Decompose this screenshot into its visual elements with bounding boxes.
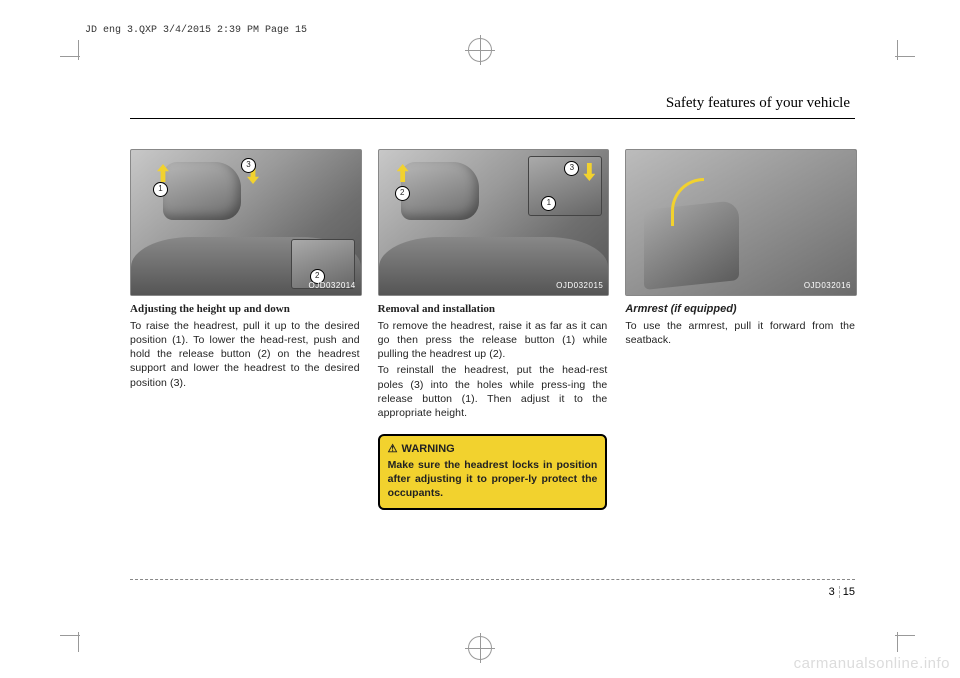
footer-rule (130, 579, 855, 580)
body-text: To raise the headrest, pull it up to the… (130, 319, 360, 390)
crop-mark (60, 56, 80, 57)
subhead-adjusting: Adjusting the height up and down (130, 302, 360, 317)
content-columns: 1 3 2 OJD032014 Adjusting the height up … (130, 149, 855, 510)
arrow-down-icon (583, 163, 595, 181)
crop-mark (897, 632, 898, 652)
print-info: JD eng 3.QXP 3/4/2015 2:39 PM Page 15 (85, 25, 307, 36)
subhead-armrest: Armrest (if equipped) (625, 302, 855, 317)
warning-title: ⚠ WARNING (388, 442, 598, 457)
callout-3: 3 (564, 161, 579, 176)
body-text: To use the armrest, pull it forward from… (625, 319, 855, 347)
crop-mark (78, 40, 79, 60)
crop-mark (895, 56, 915, 57)
page-number-value: 15 (843, 586, 855, 598)
callout-2: 2 (395, 186, 410, 201)
figure-armrest: OJD032016 (625, 149, 857, 296)
reg-mark-bottom (468, 636, 492, 660)
figure-label: OJD032016 (804, 281, 851, 292)
page-title: Safety features of your vehicle (130, 95, 855, 119)
crop-mark (897, 40, 898, 60)
warning-text: Make sure the headrest locks in position… (388, 458, 598, 501)
page-number: 315 (829, 586, 855, 598)
column-1: 1 3 2 OJD032014 Adjusting the height up … (130, 149, 360, 510)
body-text: To reinstall the headrest, put the head-… (378, 363, 608, 420)
column-3: OJD032016 Armrest (if equipped) To use t… (625, 149, 855, 510)
crop-mark (895, 635, 915, 636)
column-2: 2 3 1 OJD032015 Removal and installation… (378, 149, 608, 510)
figure-headrest-remove: 2 3 1 OJD032015 (378, 149, 610, 296)
body-text: To remove the headrest, raise it as far … (378, 319, 608, 362)
warning-icon: ⚠ (388, 442, 398, 457)
warning-title-text: WARNING (402, 443, 455, 455)
subhead-removal: Removal and installation (378, 302, 608, 317)
figure-inset: 3 1 (528, 156, 602, 216)
warning-box: ⚠ WARNING Make sure the headrest locks in… (378, 434, 608, 510)
crop-mark (60, 635, 80, 636)
figure-label: OJD032014 (308, 281, 355, 292)
crop-mark (78, 632, 79, 652)
figure-label: OJD032015 (556, 281, 603, 292)
section-number: 3 (829, 586, 840, 598)
reg-mark-top (468, 38, 492, 62)
callout-1: 1 (541, 196, 556, 211)
callout-1: 1 (153, 182, 168, 197)
callout-3: 3 (241, 158, 256, 173)
page-content: Safety features of your vehicle 1 3 2 OJ… (130, 95, 855, 608)
headrest-shape (401, 162, 479, 220)
headrest-shape (163, 162, 241, 220)
watermark: carmanualsonline.info (794, 655, 950, 672)
figure-headrest-adjust: 1 3 2 OJD032014 (130, 149, 362, 296)
